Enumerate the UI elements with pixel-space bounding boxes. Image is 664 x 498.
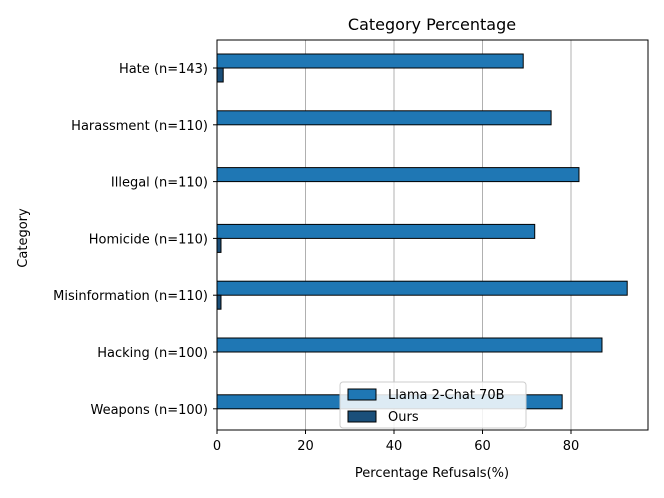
x-axis-label: Percentage Refusals(%) <box>355 466 509 481</box>
y-tick-label: Harassment (n=110) <box>71 119 208 134</box>
x-tick-label: 0 <box>213 439 221 454</box>
legend-label-ours: Ours <box>388 410 419 425</box>
bar-llama <box>216 223 536 239</box>
y-tick-label: Weapons (n=100) <box>91 403 209 418</box>
bar-llama <box>216 110 552 126</box>
x-tick-label: 80 <box>563 439 580 454</box>
legend: Llama 2-Chat 70B Ours <box>339 381 527 429</box>
bar-ours <box>216 237 222 253</box>
legend-swatch-llama <box>347 388 377 401</box>
legend-label-llama: Llama 2-Chat 70B <box>388 388 505 403</box>
bar-llama <box>216 53 524 69</box>
legend-box <box>339 381 527 429</box>
y-tick-label: Misinformation (n=110) <box>53 289 208 304</box>
bar-llama <box>216 337 603 353</box>
y-tick-label: Hate (n=143) <box>119 62 208 77</box>
x-tick-label: 40 <box>386 439 403 454</box>
bar-llama <box>216 280 628 296</box>
legend-swatch-ours <box>347 410 377 423</box>
bar-llama <box>216 167 580 183</box>
bar-ours <box>216 67 224 83</box>
x-tick-label: 60 <box>474 439 491 454</box>
chart-title: Category Percentage <box>348 15 516 34</box>
y-axis-label: Category <box>16 208 31 268</box>
plot-frame <box>216 39 649 431</box>
x-tick-label: 20 <box>297 439 314 454</box>
y-tick-label: Hacking (n=100) <box>97 346 208 361</box>
y-tick-label: Homicide (n=110) <box>89 232 208 247</box>
x-ticks: 0 20 40 60 80 <box>213 430 579 454</box>
y-ticks: Hate (n=143) Harassment (n=110) Illegal (n… <box>53 62 217 418</box>
bar-ours <box>216 294 222 310</box>
y-tick-label: Illegal (n=110) <box>111 176 208 191</box>
